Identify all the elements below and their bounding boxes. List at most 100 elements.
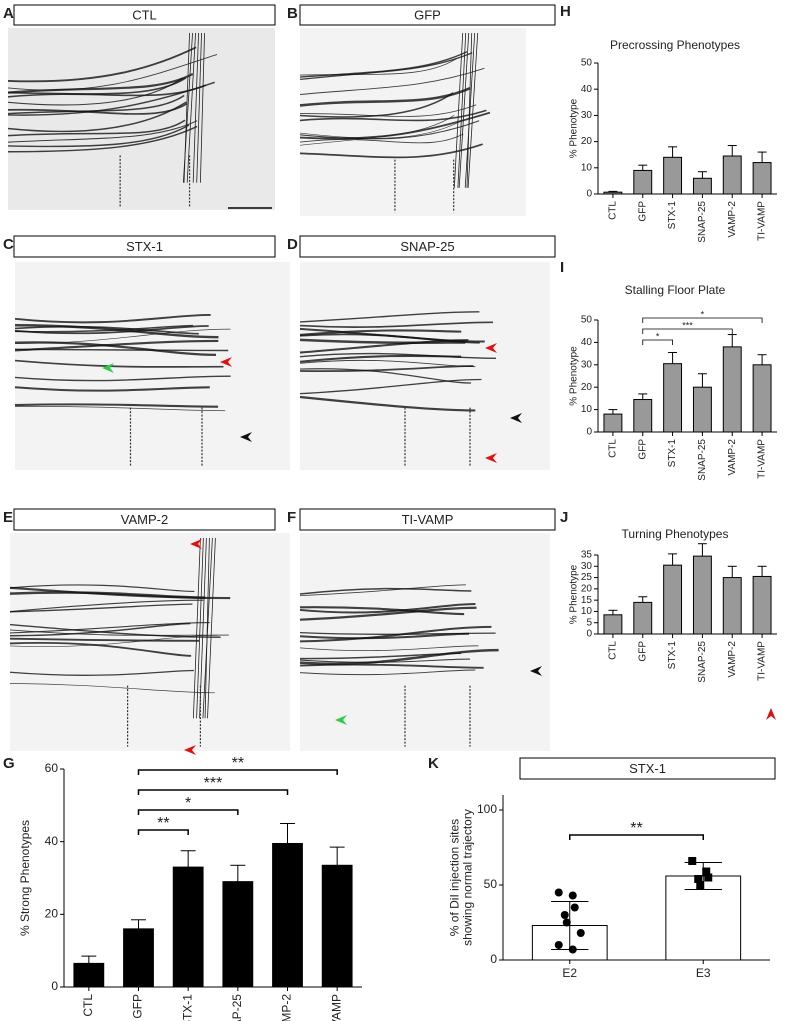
bar [603,614,623,635]
axon-fiber [299,359,476,368]
panel-label: VAMP-2 [121,512,168,527]
error-bar [668,146,678,158]
data-point [568,891,577,900]
error-bar [638,164,648,171]
error-bar [329,846,345,866]
y-tick-label: 50 [581,315,593,326]
data-point [688,857,697,865]
chart-letter: H [560,3,571,20]
axon-fiber [7,124,190,148]
bar [752,162,772,195]
axon-fiber [14,359,224,368]
y-tick-label: 30 [581,561,593,572]
x-tick-label: TI-VAMP [757,641,768,681]
y-tick-label: 0 [586,189,592,200]
x-tick-label: TI-VAMP [757,439,768,479]
axon-fiber [299,109,487,122]
y-tick-label: 20 [581,382,593,393]
axon-fiber [14,339,219,352]
x-tick-label: STX-1 [667,641,678,670]
bar [123,928,154,988]
micrograph [300,262,550,470]
bar [722,346,742,433]
axon-fiber [14,313,211,324]
error-bar [727,334,737,347]
bar [692,386,712,433]
y-axis-label: % of DiI injection sites [448,819,462,936]
error-bar [757,354,767,365]
x-tick-label: E2 [562,966,577,980]
bar [692,555,712,635]
x-tick-label: SNAP-25 [697,641,708,683]
panel-label-box [299,235,556,258]
significance-label: ** [630,820,642,837]
arrowhead [485,343,497,353]
panel-letter: E [3,509,13,526]
axon-fiber [14,386,210,392]
bar [663,564,683,635]
data-point [694,875,703,883]
x-tick-label: STX-1 [667,201,678,230]
y-tick-label: 10 [581,162,593,173]
error-bar [608,609,618,615]
error-bar [727,145,737,157]
y-tick-label: 15 [581,595,593,606]
axon-fiber [7,94,185,115]
bar [73,962,105,988]
data-point [554,888,563,897]
y-tick-label: 35 [581,550,593,561]
micrograph [8,28,275,210]
axon-fiber [299,352,497,360]
x-tick-label: SNAP-25 [697,201,708,243]
axon-fiber [199,537,207,719]
y-axis-label: % Phenotype [569,346,580,406]
bar [752,364,772,433]
data-point [570,903,579,912]
arrowhead [335,715,347,725]
error-bar [757,565,767,577]
error-bar [230,864,246,882]
x-tick-label: GFP [637,641,648,662]
chart-title: Stalling Floor Plate [625,283,726,297]
significance-label: * [701,309,705,319]
axon-fiber [299,58,457,76]
significance-bracket [137,829,189,835]
panel-label: TI-VAMP [402,512,454,527]
x-tick-label: VAMP-2 [727,641,738,678]
panel-letter: B [287,5,298,22]
error-bar [638,393,648,400]
axon-fiber [192,537,201,719]
bar [722,577,742,635]
data-point [696,881,705,889]
axon-fiber [299,669,476,676]
bar [722,155,742,195]
y-tick-label: 0 [586,427,592,438]
bar [321,864,353,988]
x-tick-label: STX-1 [180,994,194,1021]
y-tick-label: 5 [586,617,592,628]
arrowhead [240,432,252,442]
x-tick-label: CTL [608,439,619,458]
axon-fiber [453,32,464,188]
panel-label-box [13,235,276,258]
chart-letter: I [560,259,564,276]
axon-fiber [14,325,209,335]
error-bar [757,151,767,163]
arrowhead [485,453,497,463]
y-tick-label: 40 [581,84,593,95]
bar [663,363,683,433]
axon-fiber [196,537,204,719]
axon-fiber [299,338,466,344]
chart-letter: G [3,755,15,772]
significance-label: *** [682,320,693,330]
arrowhead [510,413,522,423]
axon-fiber [299,321,494,328]
y-tick-label: 20 [581,583,593,594]
y-tick-label: 30 [581,110,593,121]
x-tick-label: GFP [637,201,648,222]
axon-fiber [7,125,198,153]
axon-fiber [299,92,454,118]
y-tick-label: 40 [581,337,593,348]
axon-fiber [299,632,469,640]
